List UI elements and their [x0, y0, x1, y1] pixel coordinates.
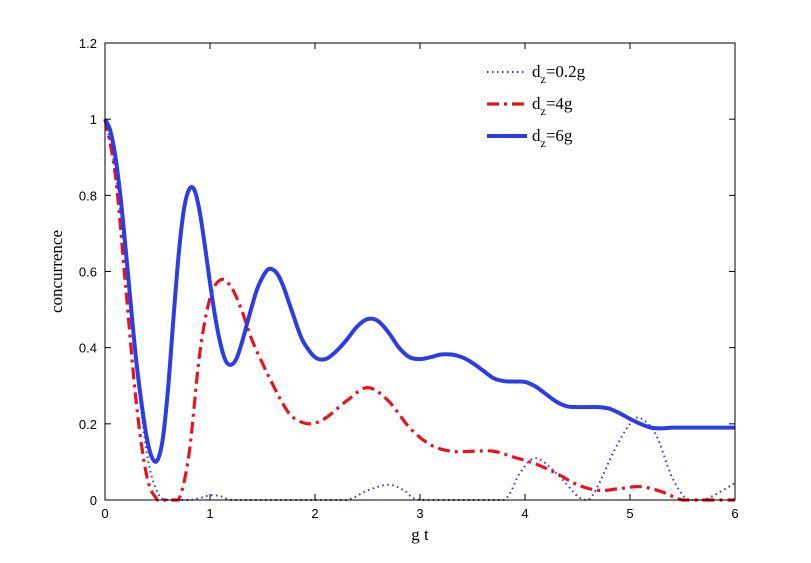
legend-label-rest: =4g: [546, 94, 573, 113]
legend-label-subscript: z: [541, 104, 546, 118]
y-tick-label: 0.8: [79, 188, 97, 203]
ticks-layer: 0 1 2 3 4 5 6 0 0.2 0.4 0.6 0.8 1 1.2: [79, 36, 739, 521]
series-layer: [103, 118, 736, 502]
y-tick-label: 0.2: [79, 417, 97, 432]
y-tick-label: 1.2: [79, 36, 97, 51]
x-axis-label: g t: [411, 525, 429, 544]
x-tick-label: 3: [416, 506, 423, 521]
legend-label-rest: =0.2g: [546, 62, 586, 81]
y-tick-label: 0.4: [79, 341, 97, 356]
x-tick-label: 6: [731, 506, 738, 521]
legend-label-2: dz=6g: [532, 126, 573, 150]
x-tick-label: 2: [311, 506, 318, 521]
series-line-2: [103, 118, 735, 464]
y-tick-label: 1: [90, 112, 97, 127]
legend-label-subscript: z: [541, 72, 546, 86]
x-tick-label: 4: [521, 506, 528, 521]
series-line-1: [103, 118, 735, 502]
x-tick-label: 1: [206, 506, 213, 521]
legend-label-main: d: [532, 94, 541, 113]
legend-label-0: dz=0.2g: [532, 62, 586, 86]
legend-label-subscript: z: [541, 136, 546, 150]
x-tick-label: 0: [101, 506, 108, 521]
legend-label-main: d: [532, 126, 541, 145]
y-tick-label: 0: [90, 493, 97, 508]
x-tick-label: 5: [626, 506, 633, 521]
y-tick-label: 0.6: [79, 265, 97, 280]
y-axis-label: concurrence: [47, 230, 66, 313]
legend-label-main: d: [532, 62, 541, 81]
series-line-0: [104, 118, 736, 502]
legend-label-1: dz=4g: [532, 94, 573, 118]
legend-label-rest: =6g: [546, 126, 573, 145]
